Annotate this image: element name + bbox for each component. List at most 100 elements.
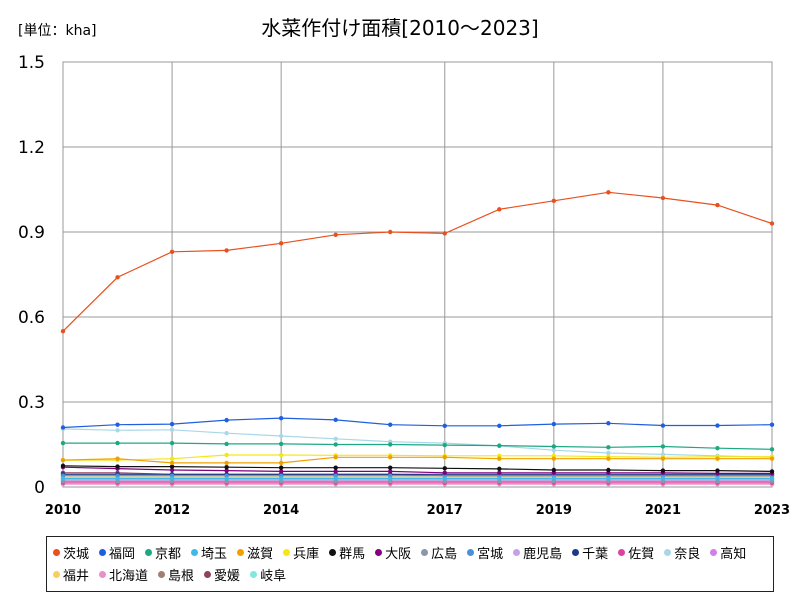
chart-title: 水菜作付け面積[2010～2023] [261,16,539,40]
legend-label: 兵庫 [293,546,320,562]
legend-marker [250,570,258,578]
legend-item: 鹿児島 [513,541,562,563]
data-point [169,476,175,481]
legend-label: 島根 [168,568,195,584]
data-point [442,455,447,460]
data-point [224,460,229,466]
data-point [169,464,175,469]
x-tick-label: 2023 [754,503,790,518]
data-point [606,476,611,481]
data-point [115,476,120,481]
legend-label: 宮城 [477,546,504,562]
legend-marker [158,570,166,578]
legend-item: 京都 [145,541,181,563]
series-line [63,454,772,461]
axis-labels: 0 0.3 0.6 0.9 1.2 1.5 2010 2012 2014 2017 2019 2021… [18,53,790,518]
data-point [169,427,175,432]
legend-marker [145,548,153,556]
data-point [388,465,393,470]
legend-label: 福井 [63,568,90,584]
data-point [333,232,338,238]
line-chart: 0 0.3 0.6 0.9 1.2 1.5 2010 2012 2014 2017 2019 2021… [18,53,790,518]
data-point [769,469,775,474]
legend: 茨城 福岡 京都 埼玉 滋賀 兵庫 群馬 大阪 広島 宮城 鹿児島 千葉 佐賀 奈良 高知 福井 北海道 島根 愛媛… [46,536,774,592]
data-point [551,198,557,204]
legend-item: 岐阜 [250,563,286,585]
data-point [278,241,284,246]
data-point [278,469,284,474]
data-point [715,468,720,473]
data-point [388,476,393,481]
legend-marker [421,548,429,556]
data-point [497,476,502,481]
legend-marker [53,548,60,556]
y-tick-label: 0.3 [18,393,45,413]
legend-marker [99,570,107,578]
data-point [497,423,502,428]
series-line [63,442,773,450]
data-point [115,456,120,461]
data-point [115,464,120,469]
legend-label: 滋賀 [247,546,274,562]
legend-marker [191,548,199,556]
legend-label: 京都 [155,546,182,562]
data-point [606,467,611,473]
legend-label: 北海道 [109,568,149,584]
legend-label: 佐賀 [628,546,655,562]
series-line [62,465,773,472]
legend-item: 島根 [158,563,194,585]
data-point [224,248,229,253]
legend-marker [664,548,672,556]
data-point [660,423,666,428]
data-point [715,423,720,428]
legend-label: 愛媛 [214,568,241,584]
data-point [769,476,775,481]
data-point [715,202,720,208]
data-point [551,447,557,453]
legend-item: 大阪 [375,541,411,563]
data-point [606,421,611,426]
data-point [606,456,611,461]
data-point [551,467,557,473]
data-point [442,470,447,476]
data-point [497,443,502,448]
data-point [497,470,502,476]
data-point [278,476,284,481]
legend-marker [99,548,107,556]
legend-label: 奈良 [674,546,701,562]
legend-item: 奈良 [664,541,700,563]
data-point [388,469,393,474]
data-point [278,452,284,458]
grid-lines [62,61,773,488]
data-point [333,476,338,481]
data-point [278,433,284,439]
data-point [224,476,229,481]
data-point [442,466,447,471]
legend-label: 千葉 [582,546,609,562]
legend-item: 千葉 [572,541,608,563]
data-point [551,421,557,427]
data-point [278,415,284,421]
legend-label: 広島 [431,546,458,562]
series-lines [60,190,775,487]
data-point [60,440,66,446]
legend-item: 滋賀 [237,541,273,563]
data-point [388,422,393,427]
legend-item: 北海道 [99,563,148,585]
data-point [60,328,66,334]
data-point [442,442,447,448]
x-tick-label: 2012 [154,503,190,518]
y-tick-label: 1.2 [18,138,45,158]
legend-label: 茨城 [63,546,90,562]
data-point [278,465,284,470]
legend-marker [710,548,718,556]
data-point [169,421,175,427]
data-point [660,476,666,481]
legend-item: 佐賀 [618,541,654,563]
series-line [62,456,772,464]
data-point [60,463,66,468]
x-tick-label: 2021 [645,503,681,518]
legend-item: 福井 [53,563,89,585]
legend-marker [53,570,60,578]
data-point [442,423,447,428]
